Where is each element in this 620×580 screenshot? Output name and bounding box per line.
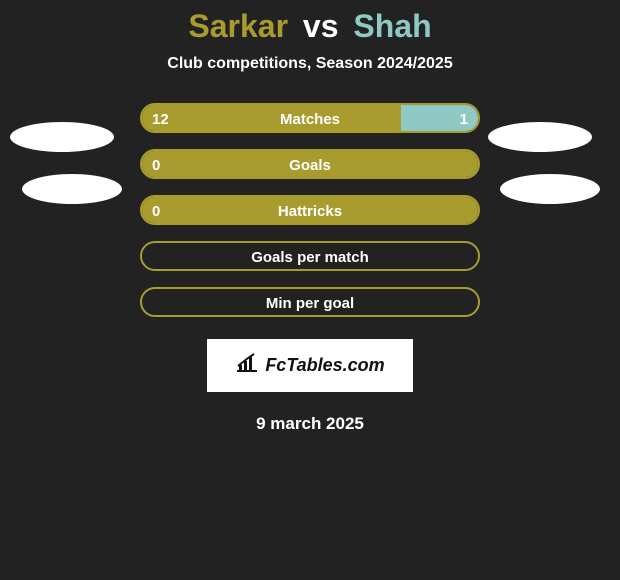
bar-chart-icon [235, 353, 259, 378]
bar-track: 121Matches [140, 103, 480, 133]
bar-track: Min per goal [140, 287, 480, 317]
stat-row: Min per goal [0, 287, 620, 317]
brand-inner: FcTables.com [235, 353, 384, 378]
stat-row: 0Hattricks [0, 195, 620, 225]
stat-row: 0Goals [0, 149, 620, 179]
subtitle: Club competitions, Season 2024/2025 [0, 55, 620, 73]
brand-box: FcTables.com [207, 339, 412, 392]
stat-left-value: 0 [152, 197, 160, 225]
bar-track: 0Hattricks [140, 195, 480, 225]
stat-left-value: 0 [152, 151, 160, 179]
bar-track: 0Goals [140, 149, 480, 179]
player1-name: Sarkar [188, 8, 288, 44]
vs-text: vs [303, 8, 339, 44]
stat-right-value: 1 [460, 105, 468, 133]
bar-left-fill [142, 197, 478, 223]
comparison-card: Sarkar vs Shah Club competitions, Season… [0, 0, 620, 580]
stat-label: Goals per match [142, 243, 478, 271]
stat-label: Min per goal [142, 289, 478, 317]
player2-name: Shah [353, 8, 431, 44]
date: 9 march 2025 [0, 414, 620, 434]
stat-left-value: 12 [152, 105, 169, 133]
bar-left-fill [142, 105, 401, 131]
page-title: Sarkar vs Shah [0, 8, 620, 45]
stat-row: 121Matches [0, 103, 620, 133]
stat-row: Goals per match [0, 241, 620, 271]
bar-track: Goals per match [140, 241, 480, 271]
bar-left-fill [142, 151, 478, 177]
brand-text: FcTables.com [265, 355, 384, 376]
